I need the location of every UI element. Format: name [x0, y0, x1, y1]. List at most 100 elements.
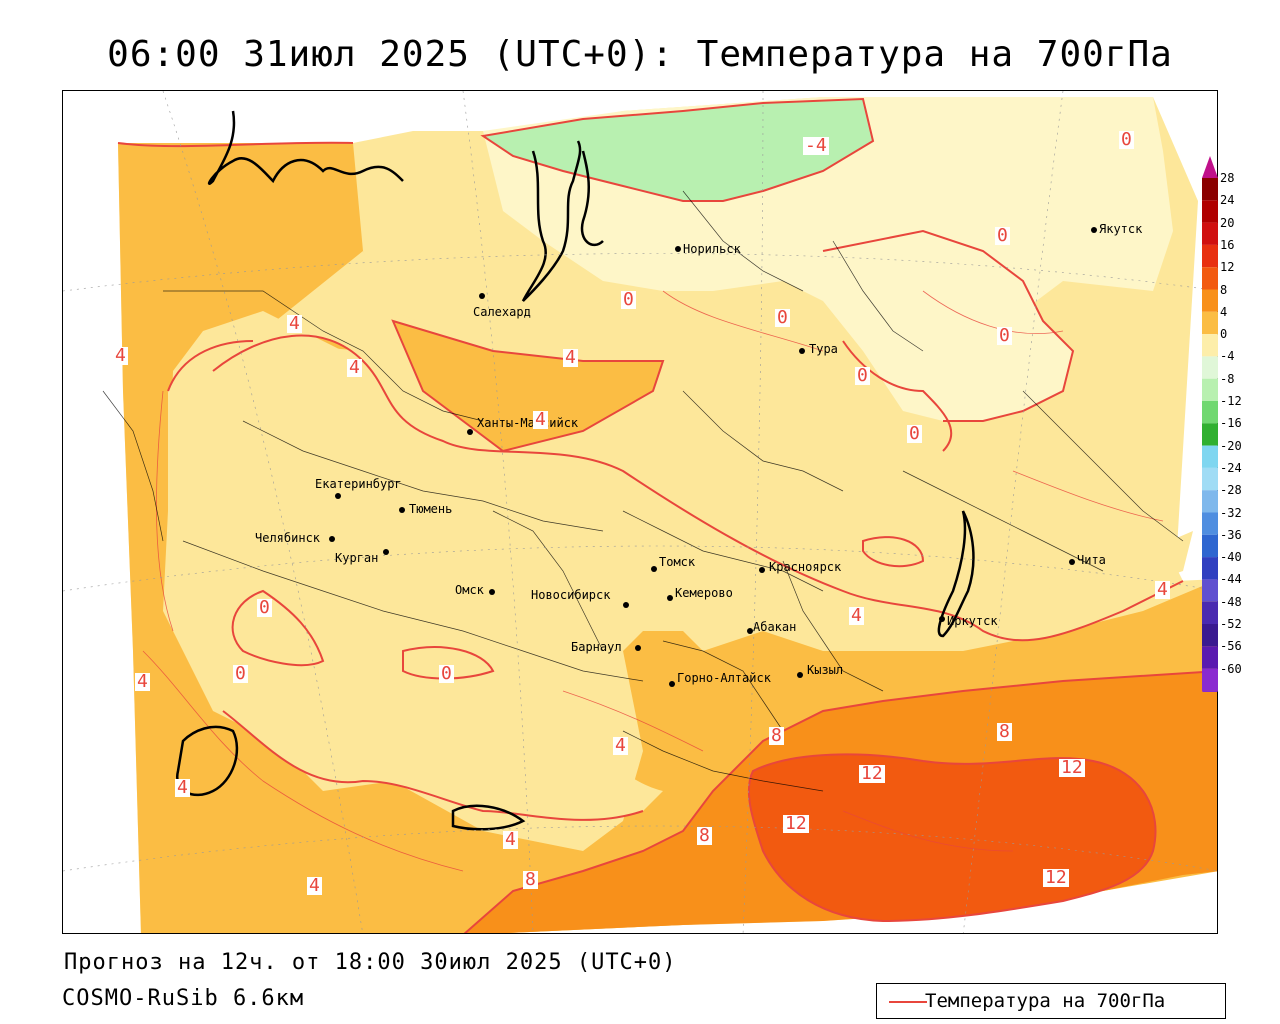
colorbar-tick-label: -4: [1220, 349, 1235, 364]
city-dot: [335, 493, 341, 499]
city-label: Томск: [659, 555, 696, 569]
zone-south-12-16: [748, 754, 1156, 921]
city-label: Тура: [809, 342, 838, 356]
colorbar-tick-label: -36: [1220, 527, 1242, 542]
colorbar-tick-label: 16: [1220, 237, 1235, 252]
colorbar-swatch: [1202, 512, 1218, 535]
colorbar-tick-label: -24: [1220, 460, 1242, 475]
isoline-label: 8: [997, 721, 1012, 742]
graticule: [63, 91, 1217, 933]
isoline-label: 4: [135, 671, 150, 692]
isoline-label: 0: [995, 225, 1010, 246]
colorbar-swatch: [1202, 445, 1218, 468]
colorbar-swatch: [1202, 423, 1218, 446]
colorbar-swatch: [1202, 267, 1218, 290]
colorbar-tick-label: -44: [1220, 572, 1242, 587]
city-label: Новосибирск: [531, 588, 611, 602]
zone-west-yellow-2: [168, 341, 663, 820]
city-dot: [399, 507, 405, 513]
legend: Температура на 700гПа: [876, 983, 1226, 1019]
isoline-label: 0: [997, 325, 1012, 346]
isoline-label: 0: [439, 663, 454, 684]
city-label: Салехард: [473, 305, 531, 319]
zone-north-east-pale: [823, 231, 1073, 421]
isoline-label: 0: [257, 597, 272, 618]
isoline-label: 0: [855, 365, 870, 386]
city-label: Красноярск: [769, 560, 842, 574]
colorbar-tick-label: -16: [1220, 416, 1242, 431]
colorbar-tick-label: 0: [1220, 327, 1228, 342]
isoline-label: 4: [307, 875, 322, 896]
city-label: Кемерово: [675, 586, 733, 600]
colorbar-tick-label: -56: [1220, 639, 1242, 654]
isoline-label: 4: [175, 777, 190, 798]
isoline-label: 12: [783, 813, 809, 834]
colorbar-tick-label: 24: [1220, 193, 1235, 208]
colorbar-swatch: [1202, 311, 1218, 335]
city-label: Екатеринбург: [315, 477, 402, 491]
city-dot: [797, 672, 803, 678]
isoline-label: 4: [287, 313, 302, 334]
city-label: Кызыл: [807, 663, 844, 677]
colorbar-swatch: [1202, 334, 1218, 357]
colorbar-bottom-arrow: [1202, 690, 1218, 692]
city-label: Барнаул: [571, 640, 622, 654]
coastlines: [175, 110, 975, 831]
city-label: Горно-Алтайск: [677, 671, 771, 685]
isoline-label: 4: [1155, 579, 1170, 600]
isoline-label: 4: [533, 409, 548, 430]
colorbar-swatch: [1202, 222, 1218, 245]
map-area: Норильск Якутск Салехард Тура Ханты-Манс…: [62, 90, 1218, 934]
isoline-label: 0: [621, 289, 636, 310]
colorbar-top-arrow: [1202, 156, 1218, 178]
city-dot: [329, 536, 335, 542]
isoline-label: 4: [113, 345, 128, 366]
city-dot: [489, 589, 495, 595]
isoline-label: 12: [1059, 757, 1085, 778]
isoline-label: 4: [849, 605, 864, 626]
isoline-label: 4: [347, 357, 362, 378]
colorbar-tick-label: -60: [1220, 661, 1242, 676]
colorbar-swatch: [1202, 289, 1218, 312]
colorbar-tick-label: -28: [1220, 483, 1242, 498]
city-dot: [1091, 227, 1097, 233]
colorbar-tick-label: -40: [1220, 550, 1242, 565]
city-dot: [759, 567, 765, 573]
city-label: Курган: [335, 551, 379, 565]
map-title: 06:00 31июл 2025 (UTC+0): Температура на…: [107, 34, 1173, 75]
isoline-label: 12: [859, 763, 885, 784]
admin-borders: [102, 190, 1184, 792]
colorbar-swatch: [1202, 624, 1218, 647]
city-label: Иркутск: [947, 614, 998, 628]
colorbar-swatch: [1202, 490, 1218, 513]
colorbar-tick-label: 4: [1220, 304, 1228, 319]
isoline-label: 0: [233, 663, 248, 684]
colorbar-swatch: [1202, 557, 1218, 580]
isoline-label: 8: [697, 825, 712, 846]
city-label: Абакан: [753, 620, 797, 634]
isoline-label: 4: [563, 347, 578, 368]
model-name: COSMO-RuSib 6.6км: [62, 986, 305, 1011]
city-dot: [667, 595, 673, 601]
city-dot: [669, 681, 675, 687]
colorbar-swatch: [1202, 356, 1218, 379]
city-label: Норильск: [683, 242, 741, 256]
legend-label: Температура на 700гПа: [925, 990, 1166, 1012]
colorbar-tick-label: 20: [1220, 215, 1235, 230]
colorbar-tick-label: -20: [1220, 438, 1242, 453]
city-dot: [747, 628, 753, 634]
city-dot: [383, 549, 389, 555]
city-dot: [675, 246, 681, 252]
isoline-label: -4: [803, 135, 829, 156]
colorbar-tick-label: 8: [1220, 282, 1228, 297]
colorbar-tick-label: -52: [1220, 617, 1242, 631]
colorbar-tick-label: -32: [1220, 505, 1242, 520]
temperature-colorbar: 28 24 20 16 12 8 4 0 -4 -8 -12 -16 -20 -24 -28 -32 -36 -4…: [1198, 156, 1278, 692]
isoline-label: 8: [769, 725, 784, 746]
isoline-label: 4: [613, 735, 628, 756]
zone-green-m8-m4: [483, 99, 873, 201]
city-dot: [1069, 559, 1075, 565]
city-label: Омск: [455, 583, 484, 597]
colorbar-swatch: [1202, 601, 1218, 624]
city-label: Челябинск: [255, 531, 321, 545]
